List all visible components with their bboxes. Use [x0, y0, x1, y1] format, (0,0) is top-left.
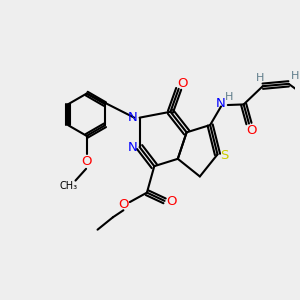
Text: H: H	[291, 70, 299, 81]
Text: O: O	[247, 124, 257, 137]
Text: S: S	[220, 149, 228, 162]
Text: H: H	[225, 92, 233, 102]
Text: O: O	[177, 77, 188, 90]
Text: CH₃: CH₃	[59, 182, 77, 191]
Text: N: N	[128, 111, 137, 124]
Text: O: O	[166, 195, 176, 208]
Text: N: N	[215, 97, 225, 110]
Text: N: N	[128, 141, 137, 154]
Text: H: H	[256, 73, 265, 83]
Text: O: O	[81, 155, 92, 168]
Text: O: O	[118, 199, 129, 212]
